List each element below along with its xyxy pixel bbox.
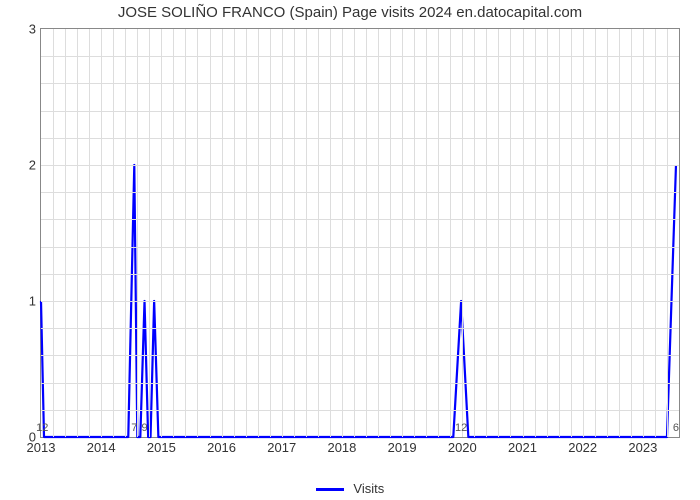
grid-line [270,29,271,437]
grid-line [41,83,679,84]
grid-line [65,29,66,437]
grid-line [607,29,608,437]
grid-line [390,29,391,437]
y-tick-label: 1 [6,294,36,309]
x-tick-label: 2015 [147,440,176,455]
x-tick-label: 2023 [628,440,657,455]
grid-line [210,29,211,437]
grid-line [137,29,138,437]
grid-line [535,29,536,437]
grid-line [41,410,679,411]
grid-line [161,29,162,437]
minor-annotation: 9 [141,422,147,434]
grid-line [41,355,679,356]
grid-line [77,29,78,437]
grid-line [41,56,679,57]
x-tick-label: 2016 [207,440,236,455]
grid-line [643,29,644,437]
legend-swatch [316,488,344,491]
grid-line [41,138,679,139]
x-tick-label: 2022 [568,440,597,455]
grid-line [89,29,90,437]
grid-line [571,29,572,437]
x-tick-label: 2018 [327,440,356,455]
grid-line [559,29,560,437]
grid-line [426,29,427,437]
grid-line [101,29,102,437]
plot-area [40,28,680,438]
grid-line [366,29,367,437]
grid-line [306,29,307,437]
grid-line [41,328,679,329]
grid-line [41,247,679,248]
y-tick-label: 3 [6,22,36,37]
chart-title: JOSE SOLIÑO FRANCO (Spain) Page visits 2… [0,4,700,21]
x-tick-label: 2019 [388,440,417,455]
grid-line [354,29,355,437]
grid-line [330,29,331,437]
grid-line [41,165,679,166]
grid-line [655,29,656,437]
grid-line [486,29,487,437]
grid-line [450,29,451,437]
grid-line [41,383,679,384]
grid-line [438,29,439,437]
grid-line [197,29,198,437]
grid-line [462,29,463,437]
legend: Visits [0,481,700,496]
grid-line [222,29,223,437]
grid-line [246,29,247,437]
grid-line [318,29,319,437]
minor-annotation: 12 [36,422,48,434]
grid-line [149,29,150,437]
grid-line [619,29,620,437]
grid-line [41,192,679,193]
grid-line [113,29,114,437]
x-tick-label: 2021 [508,440,537,455]
grid-line [342,29,343,437]
grid-line [41,301,679,302]
grid-line [595,29,596,437]
y-tick-label: 2 [6,158,36,173]
minor-annotation: 12 [455,422,467,434]
grid-line [294,29,295,437]
chart-container: JOSE SOLIÑO FRANCO (Spain) Page visits 2… [0,0,700,500]
grid-line [258,29,259,437]
grid-line [667,29,668,437]
x-tick-label: 2017 [267,440,296,455]
x-tick-label: 2013 [27,440,56,455]
x-tick-label: 2014 [87,440,116,455]
grid-line [234,29,235,437]
grid-line [41,274,679,275]
grid-line [282,29,283,437]
grid-line [631,29,632,437]
minor-annotation: 7 [131,422,137,434]
grid-line [547,29,548,437]
grid-line [53,29,54,437]
grid-line [414,29,415,437]
grid-line [474,29,475,437]
grid-line [125,29,126,437]
grid-line [523,29,524,437]
legend-label: Visits [353,481,384,496]
grid-line [173,29,174,437]
grid-line [583,29,584,437]
grid-line [41,219,679,220]
grid-line [41,111,679,112]
grid-line [498,29,499,437]
grid-line [185,29,186,437]
grid-line [510,29,511,437]
x-tick-label: 2020 [448,440,477,455]
grid-line [402,29,403,437]
grid-line [378,29,379,437]
minor-annotation: 6 [673,422,679,434]
